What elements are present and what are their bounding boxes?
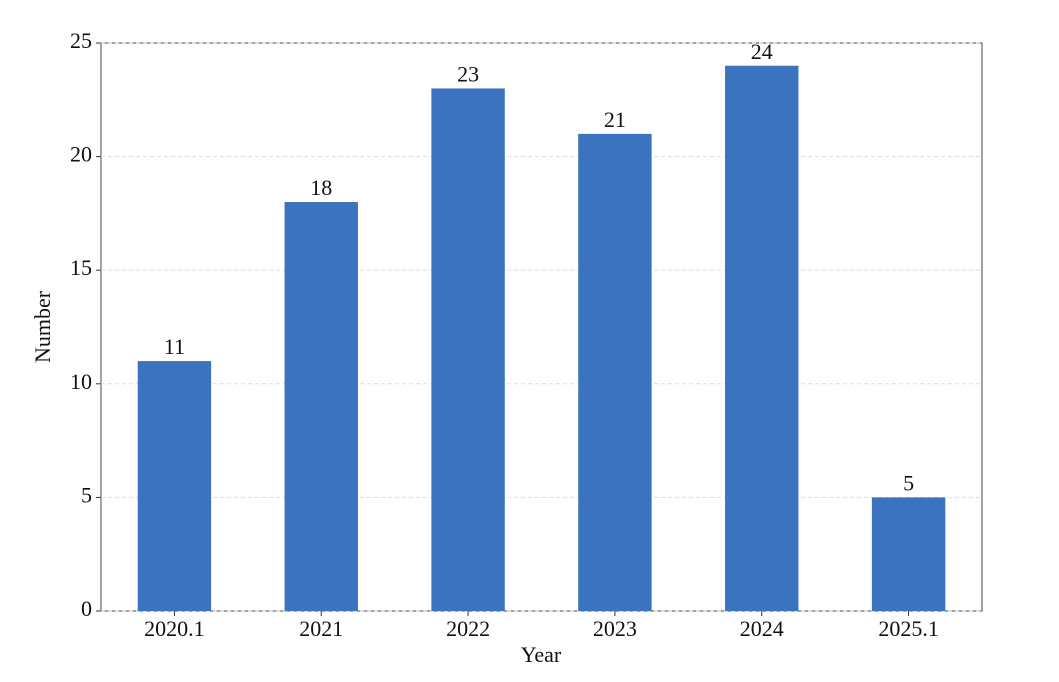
bar — [578, 133, 652, 611]
bar — [871, 497, 946, 611]
y-tick-label: 10 — [70, 369, 92, 394]
y-tick-label: 15 — [70, 255, 92, 280]
y-tick-label: 5 — [81, 482, 92, 507]
data-label: 11 — [164, 334, 185, 359]
data-label: 21 — [604, 107, 626, 132]
y-tick-label: 0 — [81, 596, 92, 621]
plot-frame — [100, 42, 983, 612]
bar — [725, 65, 799, 612]
data-label: 24 — [751, 39, 773, 64]
data-label: 23 — [457, 61, 479, 86]
bar — [137, 361, 212, 611]
x-tick-label: 2023 — [593, 616, 637, 641]
bar — [431, 88, 505, 611]
x-tick-label: 2022 — [446, 616, 490, 641]
y-tick-label: 20 — [70, 142, 92, 167]
bar — [284, 202, 358, 612]
x-axis-label: Year — [521, 642, 562, 667]
data-label: 5 — [903, 470, 914, 495]
x-tick-label: 2020.1 — [144, 616, 205, 641]
x-tick-label: 2025.1 — [878, 616, 939, 641]
x-tick-label: 2021 — [299, 616, 343, 641]
y-axis-label: Number — [30, 290, 55, 363]
data-label: 18 — [310, 175, 332, 200]
y-tick-label: 25 — [70, 28, 92, 53]
x-tick-label: 2024 — [740, 616, 784, 641]
